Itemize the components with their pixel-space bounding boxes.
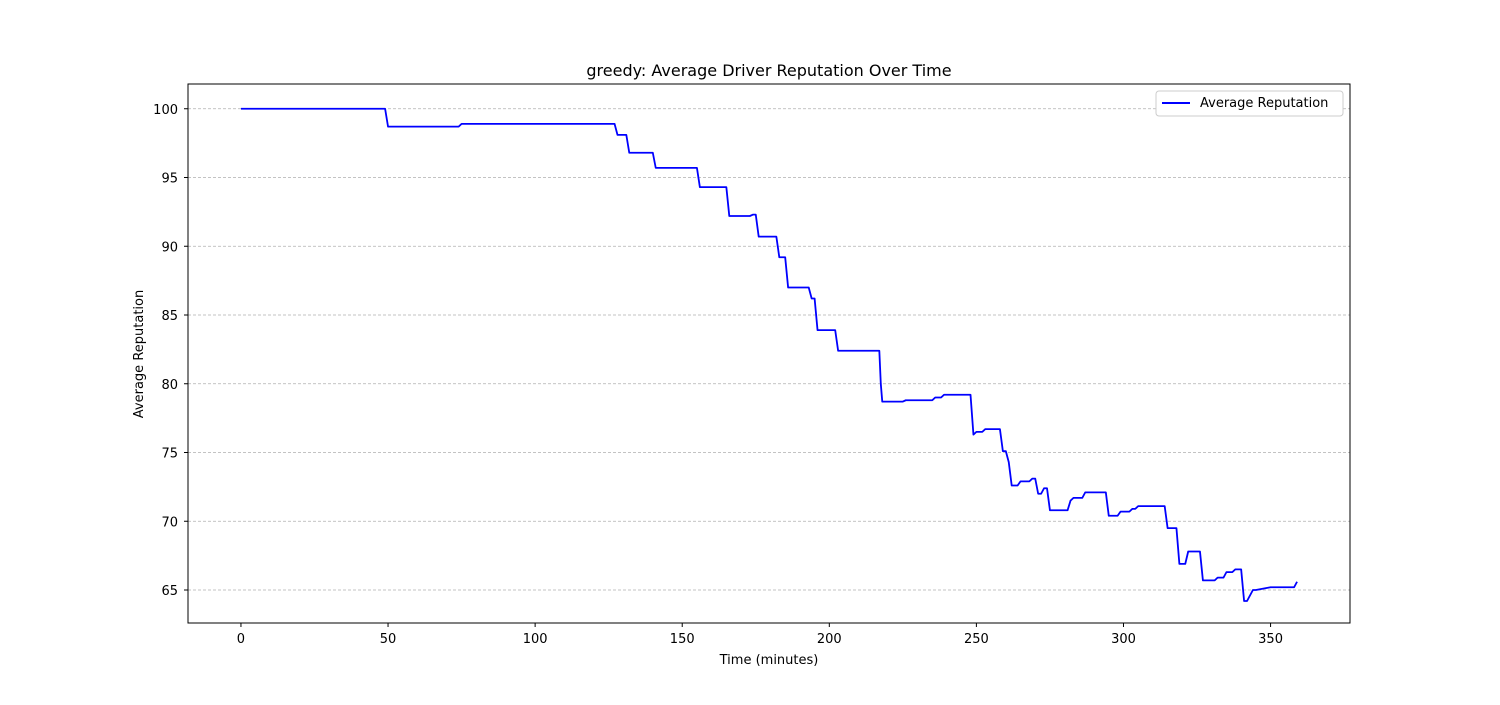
x-tick-label-50: 50 bbox=[380, 632, 397, 647]
x-tick-label-100: 100 bbox=[523, 632, 548, 647]
y-tick-label-75: 75 bbox=[161, 447, 178, 462]
x-tick-label-250: 250 bbox=[964, 632, 989, 647]
series-layer bbox=[240, 107, 1298, 602]
y-tick-label-95: 95 bbox=[161, 172, 178, 187]
x-tick-label-200: 200 bbox=[817, 632, 842, 647]
y-tick-label-80: 80 bbox=[161, 378, 178, 393]
legend: Average Reputation bbox=[1155, 90, 1344, 117]
series-line-average-reputation bbox=[240, 107, 1298, 602]
y-tick-label-70: 70 bbox=[161, 515, 178, 530]
y-tick-label-90: 90 bbox=[161, 240, 178, 255]
gridlines bbox=[188, 108, 1350, 591]
x-tick-label-300: 300 bbox=[1111, 632, 1136, 647]
y-tick-label-85: 85 bbox=[161, 309, 178, 324]
x-tick-label-350: 350 bbox=[1258, 632, 1283, 647]
legend-box bbox=[1155, 90, 1344, 117]
y-tick-label-65: 65 bbox=[161, 584, 178, 599]
chart-title: greedy: Average Driver Reputation Over T… bbox=[586, 61, 951, 80]
y-axis-label: Average Reputation bbox=[132, 290, 147, 418]
ticks: 65 70 75 80 85 90 95 100 0 50 100 150 200 250 300 350 bbox=[153, 103, 1283, 647]
plot-frame bbox=[187, 83, 1351, 624]
y-tick-label-100: 100 bbox=[153, 103, 178, 118]
x-tick-label-0: 0 bbox=[237, 632, 245, 647]
x-axis-label: Time (minutes) bbox=[719, 653, 819, 668]
x-tick-label-150: 150 bbox=[670, 632, 695, 647]
plot-background bbox=[188, 84, 1350, 623]
legend-label-average-reputation: Average Reputation bbox=[1200, 96, 1328, 111]
